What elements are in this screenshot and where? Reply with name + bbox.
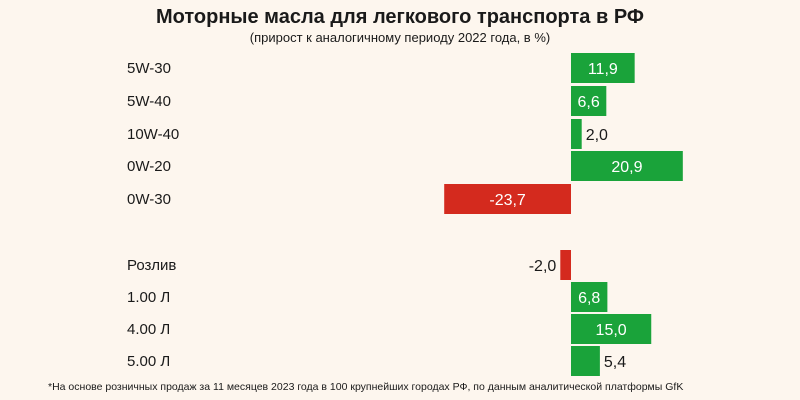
- bar-10w-40: [571, 119, 582, 149]
- value-label-1-00-л: 6,8: [578, 290, 600, 307]
- category-label-1-00-л: 1.00 Л: [127, 289, 170, 306]
- category-label-4-00-л: 4.00 Л: [127, 321, 170, 338]
- value-label-5w-40: 6,6: [578, 94, 600, 111]
- value-label-розлив: -2,0: [529, 258, 557, 275]
- value-label-0w-20: 20,9: [611, 159, 642, 176]
- chart-subtitle: (прирост к аналогичному периоду 2022 год…: [249, 30, 551, 45]
- bar-0w-20: [571, 151, 683, 181]
- footnote: *На основе розничных продаж за 11 месяце…: [48, 381, 684, 393]
- chart-title: Моторные масла для легкового транспорта …: [156, 6, 644, 28]
- bar-5w-30: [571, 53, 635, 83]
- category-label-розлив: Розлив: [127, 257, 176, 274]
- category-label-5-00-л: 5.00 Л: [127, 353, 170, 370]
- category-label-10w-40: 10W-40: [127, 126, 179, 143]
- value-label-4-00-л: 15,0: [596, 322, 627, 339]
- value-label-5w-30: 11,9: [588, 61, 618, 78]
- bar-розлив: [560, 250, 571, 280]
- value-label-10w-40: 2,0: [586, 127, 608, 144]
- category-label-0w-30: 0W-30: [127, 191, 171, 208]
- bar-chart: 5W-30 11,9 5W-40 6,6 10W-40 2,0 0W-20 20,9 0W-30…: [127, 53, 683, 376]
- bar-1-00-л: [571, 282, 608, 312]
- category-label-0w-20: 0W-20: [127, 158, 171, 175]
- bar-4-00-л: [571, 314, 652, 344]
- bar-5-00-л: [571, 346, 600, 376]
- category-label-5w-30: 5W-30: [127, 60, 171, 77]
- bar-5w-40: [571, 86, 607, 116]
- category-label-5w-40: 5W-40: [127, 93, 171, 110]
- value-label-5-00-л: 5,4: [604, 354, 626, 371]
- bar-0w-30: [444, 184, 571, 214]
- value-label-0w-30: -23,7: [489, 192, 526, 209]
